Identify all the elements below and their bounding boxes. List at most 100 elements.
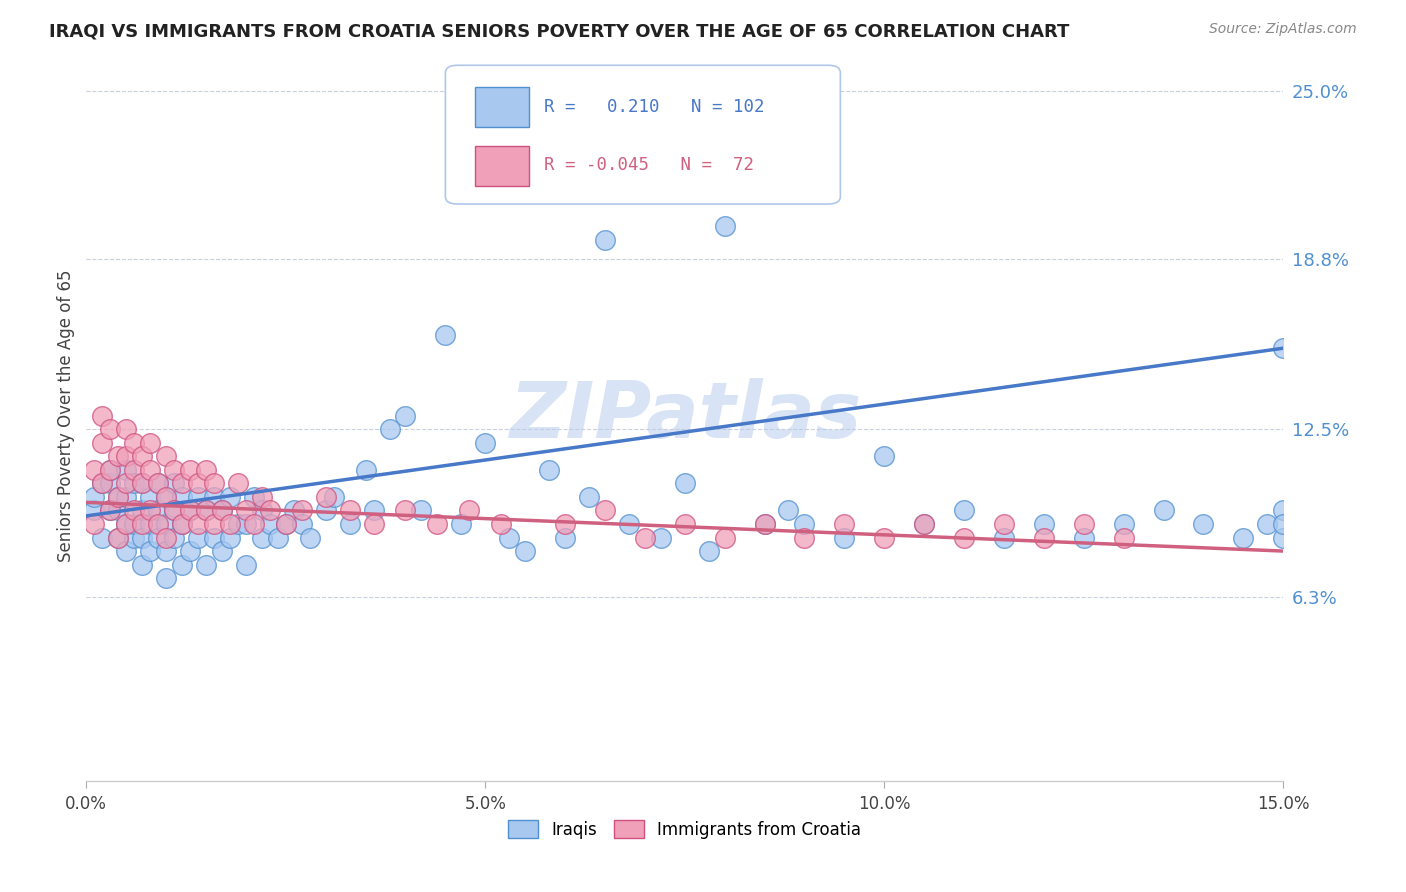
Point <box>617 516 640 531</box>
Point <box>98 476 121 491</box>
Point <box>91 476 114 491</box>
Point <box>793 531 815 545</box>
Point <box>953 531 976 545</box>
Point <box>554 516 576 531</box>
Point <box>634 531 657 545</box>
Point <box>754 516 776 531</box>
Point <box>195 503 218 517</box>
Point <box>259 503 281 517</box>
Point <box>139 490 162 504</box>
Point <box>122 531 145 545</box>
Point <box>291 503 314 517</box>
Point <box>146 516 169 531</box>
Point <box>115 544 138 558</box>
Point <box>713 531 735 545</box>
Text: R =   0.210   N = 102: R = 0.210 N = 102 <box>544 98 763 116</box>
Point <box>170 516 193 531</box>
Point <box>211 503 233 517</box>
Point <box>83 490 105 504</box>
Point <box>354 463 377 477</box>
Point <box>593 503 616 517</box>
Point <box>578 490 600 504</box>
FancyBboxPatch shape <box>446 65 841 204</box>
Point <box>122 503 145 517</box>
Point <box>498 531 520 545</box>
Point <box>163 531 186 545</box>
Point <box>322 490 344 504</box>
Point <box>219 516 242 531</box>
Point <box>713 219 735 234</box>
Point <box>394 409 416 423</box>
Point <box>131 516 153 531</box>
Point <box>267 531 290 545</box>
Point <box>163 503 186 517</box>
Point <box>834 516 856 531</box>
Point <box>83 516 105 531</box>
Point <box>155 544 177 558</box>
Point <box>139 544 162 558</box>
Point <box>131 476 153 491</box>
Point <box>1073 516 1095 531</box>
Point <box>873 450 896 464</box>
Point <box>754 516 776 531</box>
Point <box>202 476 225 491</box>
Point <box>91 476 114 491</box>
Point <box>98 503 121 517</box>
Point <box>179 503 201 517</box>
Point <box>1272 516 1295 531</box>
FancyBboxPatch shape <box>475 87 529 128</box>
Point <box>650 531 672 545</box>
Point <box>226 516 249 531</box>
Point <box>1272 341 1295 355</box>
Point <box>131 558 153 572</box>
Point <box>131 450 153 464</box>
Point <box>259 516 281 531</box>
Text: Source: ZipAtlas.com: Source: ZipAtlas.com <box>1209 22 1357 37</box>
Point <box>163 476 186 491</box>
Point <box>115 450 138 464</box>
Point <box>170 558 193 572</box>
Point <box>146 531 169 545</box>
Point <box>155 571 177 585</box>
Point <box>179 544 201 558</box>
Point <box>91 409 114 423</box>
Point <box>163 463 186 477</box>
Point <box>834 531 856 545</box>
Point <box>274 516 297 531</box>
Point <box>697 544 720 558</box>
Point <box>1112 516 1135 531</box>
Point <box>83 463 105 477</box>
Point <box>778 503 800 517</box>
Point <box>515 544 537 558</box>
Point <box>195 503 218 517</box>
Point <box>450 516 472 531</box>
Point <box>1272 503 1295 517</box>
Legend: Iraqis, Immigrants from Croatia: Iraqis, Immigrants from Croatia <box>502 814 868 846</box>
Point <box>170 490 193 504</box>
Point <box>115 516 138 531</box>
Point <box>250 503 273 517</box>
Point <box>107 503 129 517</box>
Point <box>202 516 225 531</box>
FancyBboxPatch shape <box>475 145 529 186</box>
Point <box>315 490 337 504</box>
Point <box>115 516 138 531</box>
Point <box>250 490 273 504</box>
Point <box>363 503 385 517</box>
Point <box>131 531 153 545</box>
Point <box>122 463 145 477</box>
Text: ZIPatlas: ZIPatlas <box>509 378 860 454</box>
Point <box>1153 503 1175 517</box>
Point <box>146 476 169 491</box>
Point <box>378 422 401 436</box>
Point <box>235 558 257 572</box>
Point <box>211 503 233 517</box>
Point <box>107 531 129 545</box>
Point <box>202 490 225 504</box>
Point <box>187 490 209 504</box>
Point <box>187 476 209 491</box>
Point <box>115 463 138 477</box>
Point <box>1272 531 1295 545</box>
Point <box>122 476 145 491</box>
Point <box>139 435 162 450</box>
